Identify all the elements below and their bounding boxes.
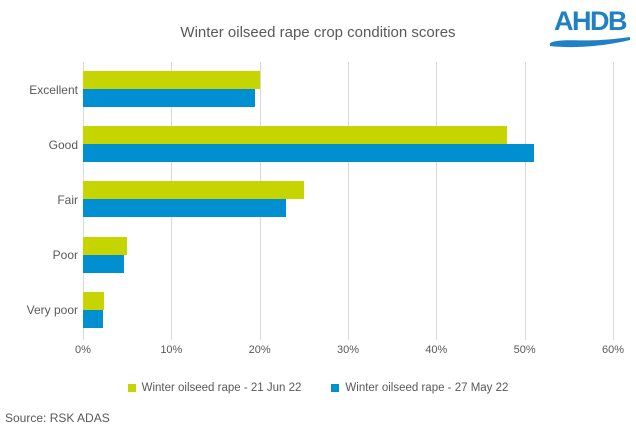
bar-segment	[83, 144, 534, 163]
x-axis-tick-label: 20%	[248, 344, 271, 356]
x-axis-tick-label: 50%	[513, 344, 536, 356]
category-label: Poor	[52, 248, 78, 263]
gridline	[613, 62, 614, 340]
x-axis: 0% 10% 20% 30% 40% 50% 60%	[75, 344, 624, 360]
gridline	[348, 62, 349, 340]
bar-segment	[83, 236, 128, 255]
legend-color-swatch	[331, 384, 340, 392]
category-label: Excellent	[29, 82, 78, 97]
gridline	[524, 62, 526, 340]
source-note: Source: RSK ADAS	[5, 411, 110, 425]
x-axis-tick-label: 0%	[75, 344, 91, 356]
category-label: Fair	[57, 192, 78, 207]
bar-segment	[83, 254, 124, 273]
bar-row	[83, 283, 613, 338]
ahdb-logo-text: AHDB	[554, 6, 628, 36]
plot-area	[83, 62, 614, 340]
bar-segment	[83, 199, 287, 218]
legend-label: Winter oilseed rape - 27 May 22	[345, 382, 509, 394]
y-axis-category-labels: Excellent Good Fair Poor Very poor	[0, 62, 78, 338]
gridline	[436, 62, 438, 340]
bar-segment	[83, 126, 507, 145]
bar-segment	[83, 89, 256, 107]
legend-item: Winter oilseed rape - 27 May 22	[331, 382, 508, 394]
category-label: Very poor	[26, 303, 78, 318]
legend-label: Winter oilseed rape - 21 Jun 22	[141, 382, 302, 394]
bar-row	[83, 62, 613, 117]
bar-row	[83, 228, 613, 283]
x-axis-tick-label: 10%	[160, 344, 183, 356]
bar-segment	[83, 309, 104, 328]
legend-item: Winter oilseed rape - 21 Jun 22	[127, 382, 302, 394]
x-axis-tick-label: 60%	[601, 344, 625, 356]
x-axis-tick-label: 40%	[425, 344, 448, 356]
bar-segment	[83, 291, 105, 310]
bar-segment	[83, 181, 304, 200]
ahdb-wave-icon	[550, 37, 630, 48]
category-label: Good	[48, 137, 78, 152]
legend-color-swatch	[127, 384, 136, 392]
bar-row	[83, 117, 613, 172]
legend: Winter oilseed rape - 21 Jun 22 Winter oi…	[0, 382, 636, 394]
ahdb-logo: AHDB	[550, 8, 630, 48]
x-axis-tick-label: 30%	[336, 344, 360, 356]
bar-segment	[83, 71, 260, 89]
chart-title: Winter oilseed rape crop condition score…	[180, 24, 456, 41]
bar-row	[83, 172, 613, 227]
